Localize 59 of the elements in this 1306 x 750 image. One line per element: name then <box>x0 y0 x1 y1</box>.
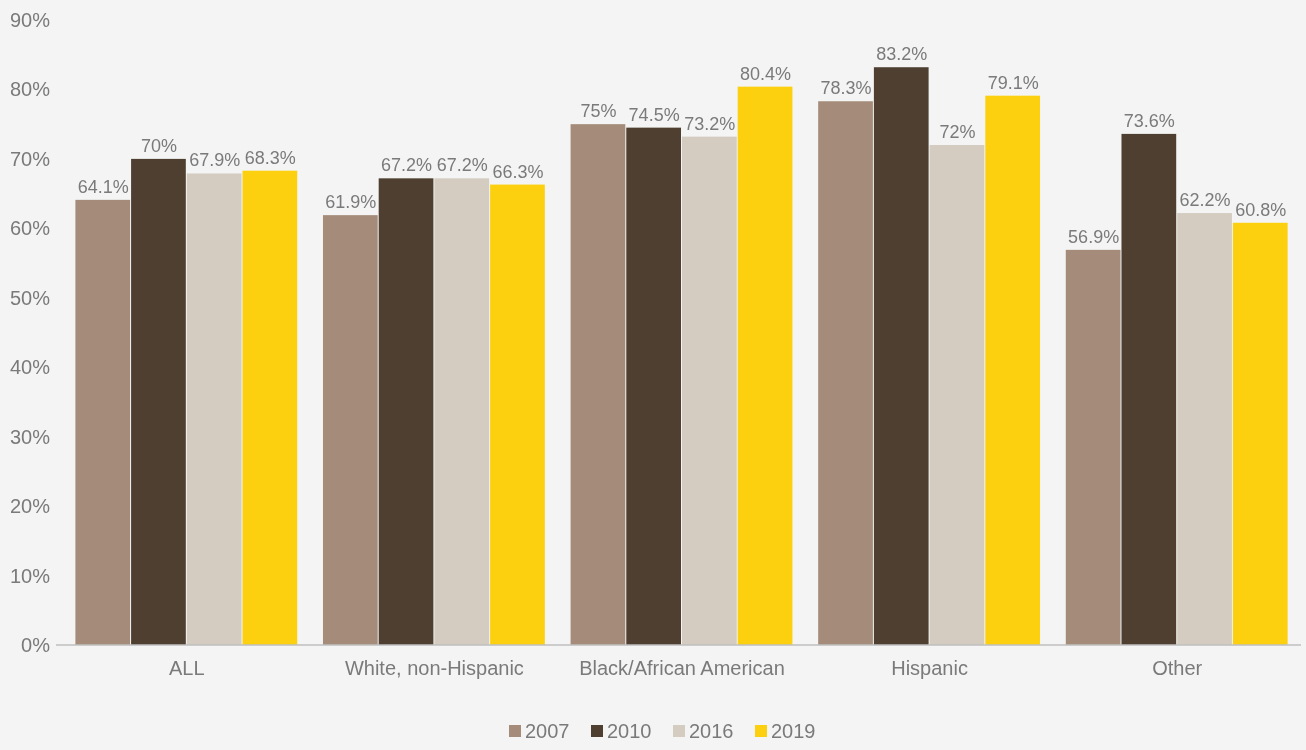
bar <box>737 86 793 645</box>
bar <box>434 178 490 645</box>
bar <box>1177 213 1232 645</box>
data-label: 64.1% <box>77 176 129 197</box>
data-label: 60.8% <box>1235 199 1287 220</box>
y-tick-label: 70% <box>9 147 51 170</box>
data-label: 67.9% <box>189 150 241 171</box>
data-label: 83.2% <box>876 44 928 65</box>
bar <box>570 124 626 645</box>
legend-label: 2016 <box>689 720 734 742</box>
bar <box>378 178 434 645</box>
x-tick-label: White, non-Hispanic <box>344 657 524 679</box>
legend-label: 2007 <box>525 720 570 742</box>
data-label: 62.2% <box>1179 190 1231 211</box>
x-tick-label: Hispanic <box>891 657 968 679</box>
bar <box>1065 249 1121 645</box>
y-tick-label: 80% <box>9 78 51 101</box>
y-tick-label: 90% <box>9 9 51 31</box>
x-tick-label: Other <box>1152 657 1203 679</box>
data-label: 67.2% <box>381 155 433 176</box>
data-label: 74.5% <box>628 104 680 125</box>
bar <box>682 136 737 645</box>
legend-label: 2010 <box>607 720 652 742</box>
bar <box>186 173 242 645</box>
y-tick-label: 10% <box>9 564 51 587</box>
bar <box>873 67 929 645</box>
y-tick-label: 0% <box>21 634 51 656</box>
data-label: 73.6% <box>1123 110 1175 131</box>
bar <box>1121 133 1177 645</box>
data-label: 78.3% <box>820 78 872 99</box>
x-tick-label: ALL <box>169 657 205 679</box>
data-label: 75% <box>580 101 617 122</box>
bar <box>985 95 1041 645</box>
legend-label: 2019 <box>771 720 816 742</box>
data-label: 79.1% <box>987 72 1039 93</box>
bar <box>929 145 985 645</box>
bar <box>131 158 186 645</box>
y-tick-label: 40% <box>9 356 51 379</box>
bar <box>242 170 298 645</box>
bar <box>490 184 545 645</box>
x-tick-label: Black/African American <box>579 657 785 679</box>
bar <box>626 127 681 645</box>
bar <box>75 199 131 645</box>
data-label: 80.4% <box>740 63 792 84</box>
data-label: 68.3% <box>244 147 296 168</box>
data-label: 61.9% <box>325 192 377 213</box>
data-label: 72% <box>939 122 976 142</box>
data-label: 70% <box>140 135 177 156</box>
y-tick-label: 20% <box>9 495 51 518</box>
y-tick-label: 60% <box>9 217 51 240</box>
bar <box>322 215 378 645</box>
data-label: 73.2% <box>684 113 736 134</box>
bar <box>1232 222 1288 645</box>
y-tick-label: 50% <box>9 286 51 309</box>
data-label: 67.2% <box>436 155 488 176</box>
data-label: 56.9% <box>1068 226 1120 247</box>
bar <box>818 101 873 645</box>
y-tick-label: 30% <box>9 425 51 448</box>
data-label: 66.3% <box>492 161 544 182</box>
